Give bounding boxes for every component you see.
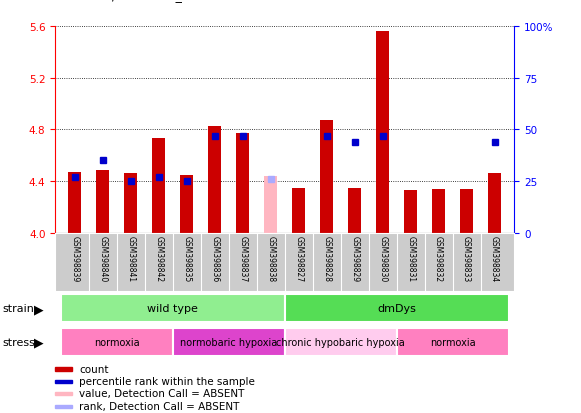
Bar [349, 188, 361, 233]
Text: GSM398835: GSM398835 [182, 236, 191, 282]
Text: wild type: wild type [148, 304, 198, 314]
Text: GSM398838: GSM398838 [266, 236, 275, 282]
Bar [320, 121, 333, 233]
Text: GSM398827: GSM398827 [294, 236, 303, 282]
Bar [55, 405, 72, 408]
Bar [55, 368, 72, 371]
Text: value, Detection Call = ABSENT: value, Detection Call = ABSENT [80, 389, 245, 399]
Text: GSM398836: GSM398836 [210, 236, 219, 282]
Text: GSM398837: GSM398837 [238, 236, 247, 282]
Text: GSM398841: GSM398841 [126, 236, 135, 282]
Text: GSM398830: GSM398830 [378, 236, 387, 282]
Bar [404, 191, 417, 233]
Bar [460, 190, 473, 233]
Text: GSM398831: GSM398831 [406, 236, 415, 282]
Text: GSM398834: GSM398834 [490, 236, 499, 282]
Bar [264, 176, 277, 233]
Text: rank, Detection Call = ABSENT: rank, Detection Call = ABSENT [80, 401, 240, 411]
Text: GSM398842: GSM398842 [154, 236, 163, 282]
Bar [488, 174, 501, 233]
Text: chronic hypobaric hypoxia: chronic hypobaric hypoxia [277, 337, 405, 347]
Text: normoxia: normoxia [430, 337, 475, 347]
Bar [236, 134, 249, 233]
Text: strain: strain [3, 304, 35, 314]
Bar [61, 328, 173, 356]
Bar [173, 328, 285, 356]
Text: GDS4201 / 1632657_at: GDS4201 / 1632657_at [49, 0, 195, 2]
Text: stress: stress [3, 337, 36, 347]
Text: GSM398840: GSM398840 [98, 236, 107, 282]
Bar [285, 328, 397, 356]
Text: normobaric hypoxia: normobaric hypoxia [180, 337, 277, 347]
Bar [376, 32, 389, 233]
Bar [397, 328, 508, 356]
Bar [69, 173, 81, 233]
Bar [96, 170, 109, 233]
Text: normoxia: normoxia [94, 337, 139, 347]
Bar [152, 139, 165, 233]
Text: GSM398828: GSM398828 [322, 236, 331, 282]
Text: GSM398832: GSM398832 [434, 236, 443, 282]
Bar [432, 190, 445, 233]
Text: ▶: ▶ [34, 335, 44, 348]
Bar [181, 175, 193, 233]
Text: GSM398829: GSM398829 [350, 236, 359, 282]
Bar [285, 295, 508, 323]
Bar [124, 174, 137, 233]
Text: percentile rank within the sample: percentile rank within the sample [80, 376, 255, 386]
Bar [55, 380, 72, 383]
Bar [292, 188, 305, 233]
Bar [55, 392, 72, 395]
Text: GSM398839: GSM398839 [70, 236, 79, 282]
Bar [209, 126, 221, 233]
Bar [61, 295, 285, 323]
Text: count: count [80, 364, 109, 374]
Text: ▶: ▶ [34, 302, 44, 315]
Text: dmDys: dmDys [377, 304, 416, 314]
Text: GSM398833: GSM398833 [462, 236, 471, 282]
